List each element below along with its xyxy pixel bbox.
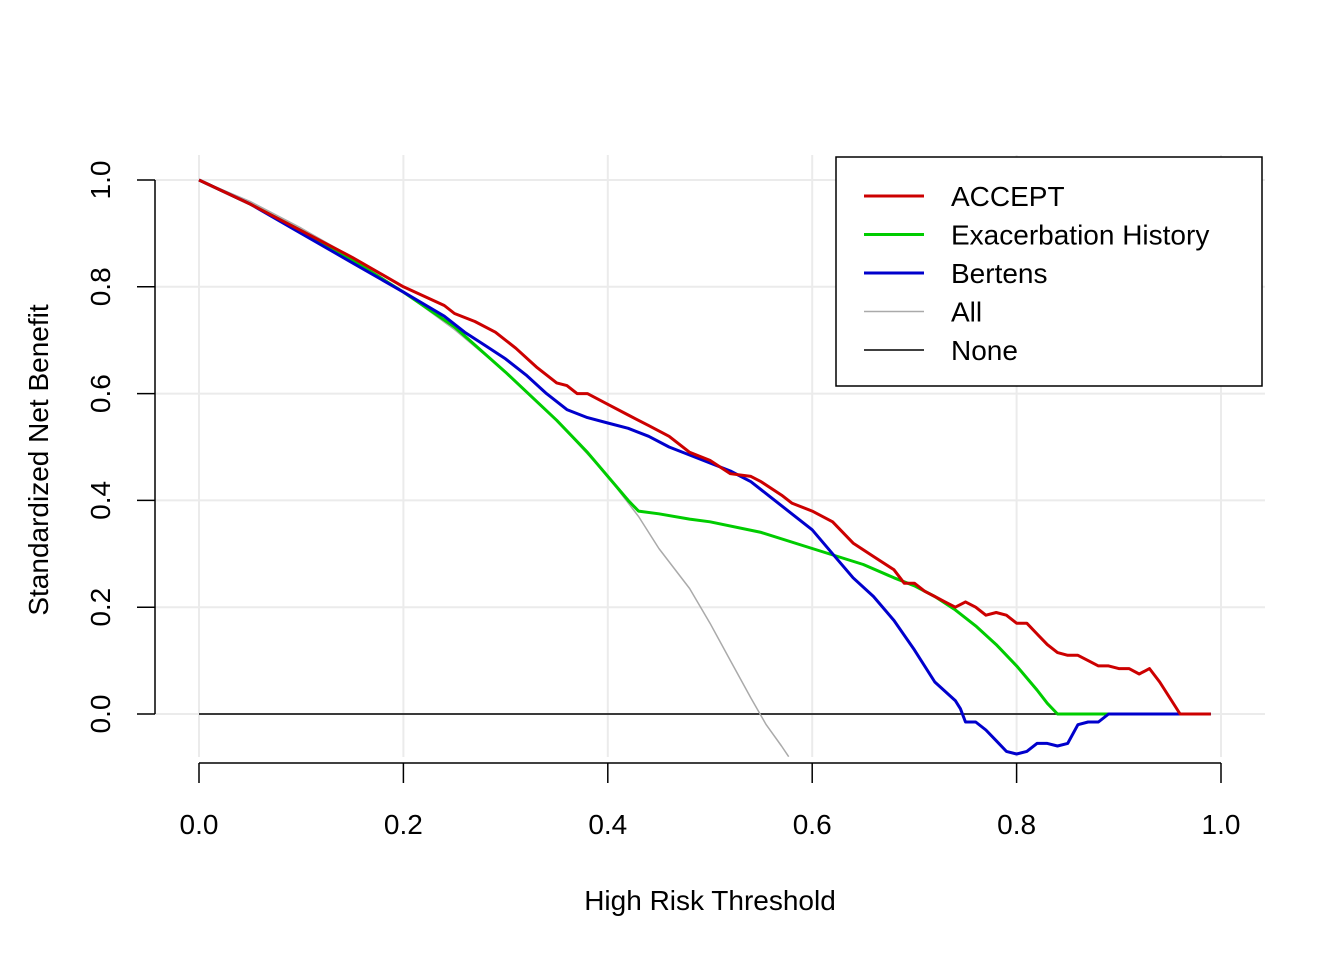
legend-label-accept: ACCEPT (951, 181, 1065, 212)
y-axis: 0.0 0.2 0.4 0.6 0.8 1.0 (85, 161, 156, 734)
x-tick-label: 0.4 (588, 809, 627, 840)
y-tick-label: 0.8 (85, 267, 116, 306)
legend-label-all: All (951, 297, 982, 328)
x-tick-label: 0.2 (384, 809, 423, 840)
series-lines (198, 178, 1211, 757)
x-axis-title: High Risk Threshold (584, 885, 836, 916)
x-tick-label: 0.6 (793, 809, 832, 840)
series-line-accept (198, 178, 1211, 716)
x-tick-label: 1.0 (1202, 809, 1241, 840)
legend: ACCEPT Exacerbation History Bertens All None (835, 156, 1263, 387)
legend-label-none: None (951, 335, 1018, 366)
y-tick-label: 1.0 (85, 161, 116, 200)
y-tick-label: 0.4 (85, 481, 116, 520)
series-line-exacerbation-history (198, 178, 1211, 716)
series-line-bertens (198, 178, 1211, 756)
x-axis: 0.0 0.2 0.4 0.6 0.8 1.0 (180, 762, 1241, 840)
y-tick-label: 0.0 (85, 695, 116, 734)
legend-label-bertens: Bertens (951, 258, 1048, 289)
legend-label-exacerbation-history: Exacerbation History (951, 220, 1209, 251)
y-axis-title: Standardized Net Benefit (23, 304, 54, 616)
y-tick-label: 0.6 (85, 374, 116, 413)
x-tick-label: 0.0 (180, 809, 219, 840)
y-tick-label: 0.2 (85, 588, 116, 627)
x-tick-label: 0.8 (997, 809, 1036, 840)
